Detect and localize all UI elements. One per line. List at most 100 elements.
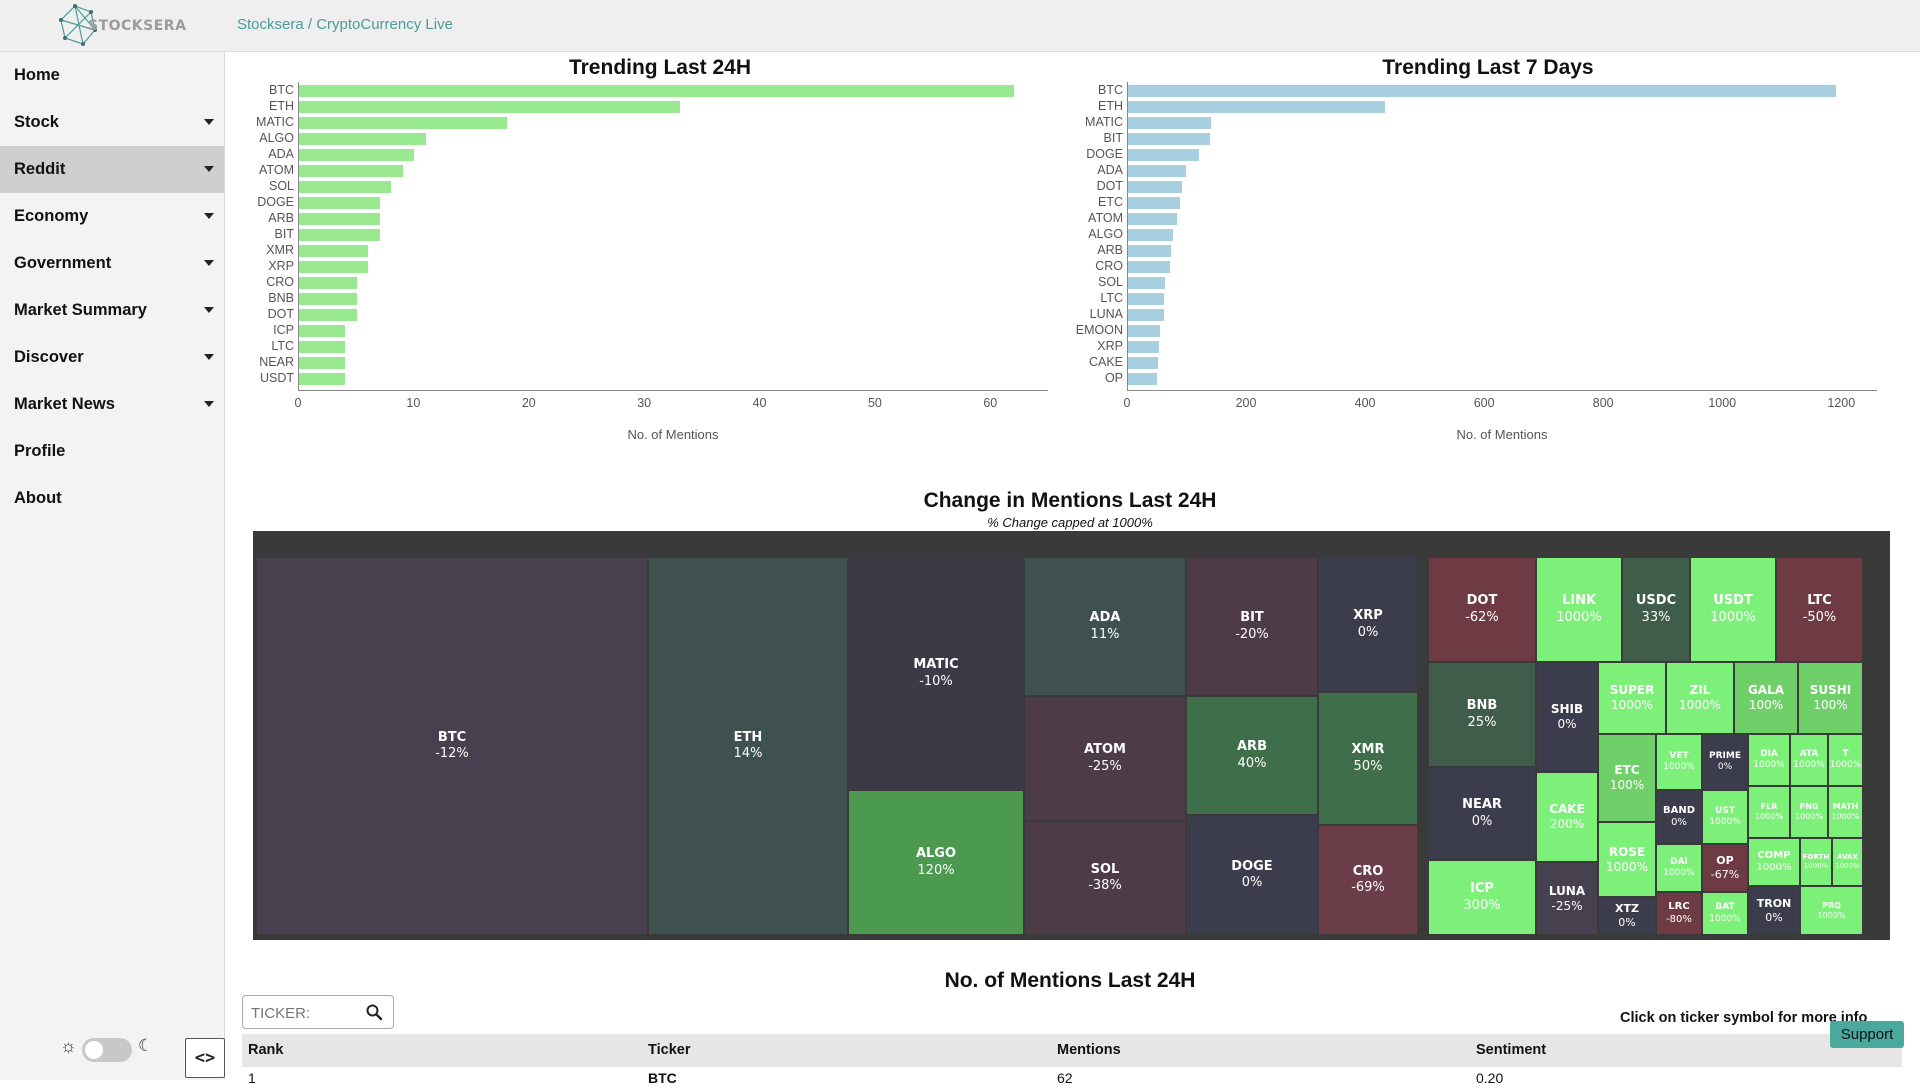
treemap-tile-bnb[interactable]: BNB 25% — [1429, 663, 1535, 766]
bar-doge[interactable] — [299, 197, 380, 209]
treemap-tile-arb[interactable]: ARB 40% — [1187, 697, 1317, 814]
bar-bit[interactable] — [299, 229, 380, 241]
bar-icp[interactable] — [299, 325, 346, 337]
search-icon[interactable] — [365, 1003, 383, 1021]
sidebar-item-reddit[interactable]: Reddit — [0, 146, 224, 193]
bar-btc[interactable] — [299, 85, 1015, 97]
bar-sol[interactable] — [1128, 277, 1165, 289]
treemap-tile-zil[interactable]: ZIL 1000% — [1667, 663, 1733, 733]
treemap-tile-luna[interactable]: LUNA -25% — [1537, 863, 1597, 934]
bar-near[interactable] — [299, 357, 346, 369]
treemap-tile-ada[interactable]: ADA 11% — [1025, 558, 1185, 695]
treemap-tile-atom[interactable]: ATOM -25% — [1025, 697, 1185, 820]
bar-arb[interactable] — [1128, 245, 1171, 257]
bar-atom[interactable] — [299, 165, 403, 177]
theme-toggle[interactable] — [82, 1038, 132, 1062]
bar-op[interactable] — [1128, 373, 1157, 385]
treemap-tile-gala[interactable]: GALA 100% — [1735, 663, 1797, 733]
treemap-tile-bit[interactable]: BIT -20% — [1187, 558, 1317, 695]
treemap-tile-dai[interactable]: DAI 1000% — [1657, 845, 1701, 891]
sidebar-item-economy[interactable]: Economy — [0, 193, 224, 240]
treemap-tile-link[interactable]: LINK 1000% — [1537, 558, 1621, 661]
table-row[interactable]: 1 BTC 62 0.20 — [242, 1070, 1902, 1090]
treemap-tile-ata[interactable]: ATA 1000% — [1791, 735, 1827, 785]
treemap-tile-ust[interactable]: UST 1000% — [1703, 791, 1747, 843]
treemap-tile-super[interactable]: SUPER 1000% — [1599, 663, 1665, 733]
breadcrumb[interactable]: Stocksera / CryptoCurrency Live — [237, 16, 453, 33]
bar-sol[interactable] — [299, 181, 392, 193]
ticker-search-input[interactable] — [251, 1002, 361, 1024]
treemap-tile-tron[interactable]: TRON 0% — [1749, 887, 1799, 934]
bar-dot[interactable] — [299, 309, 357, 321]
treemap-tile-op[interactable]: OP -67% — [1703, 845, 1747, 891]
treemap-tile-prime[interactable]: PRIME 0% — [1703, 735, 1747, 789]
column-header-sentiment[interactable]: Sentiment — [1476, 1042, 1547, 1058]
bar-etc[interactable] — [1128, 197, 1181, 209]
treemap-tile-dot[interactable]: DOT -62% — [1429, 558, 1535, 661]
treemap-tile-png[interactable]: PNG 1000% — [1791, 787, 1827, 837]
treemap-tile-usdc[interactable]: USDC 33% — [1623, 558, 1689, 661]
treemap-tile-cake[interactable]: CAKE 200% — [1537, 773, 1597, 861]
bar-ltc[interactable] — [299, 341, 346, 353]
bar-matic[interactable] — [299, 117, 507, 129]
sidebar-item-market-summary[interactable]: Market Summary — [0, 287, 224, 334]
bar-cro[interactable] — [1128, 261, 1170, 273]
stocksera-logo-icon[interactable] — [55, 2, 175, 50]
bar-algo[interactable] — [299, 133, 426, 145]
treemap-tile-doge[interactable]: DOGE 0% — [1187, 816, 1317, 934]
treemap-tile-band[interactable]: BAND 0% — [1657, 791, 1701, 843]
treemap-tile-btc[interactable]: BTC -12% — [257, 558, 647, 934]
treemap-tile-ltc[interactable]: LTC -50% — [1777, 558, 1862, 661]
bar-ada[interactable] — [299, 149, 415, 161]
bar-xmr[interactable] — [299, 245, 369, 257]
bar-usdt[interactable] — [299, 373, 346, 385]
bar-bit[interactable] — [1128, 133, 1211, 145]
treemap-tile-xtz[interactable]: XTZ 0% — [1599, 898, 1655, 934]
bar-dot[interactable] — [1128, 181, 1182, 193]
bar-atom[interactable] — [1128, 213, 1178, 225]
bar-cake[interactable] — [1128, 357, 1158, 369]
sidebar-item-about[interactable]: About — [0, 475, 224, 522]
column-header-mentions[interactable]: Mentions — [1057, 1042, 1121, 1058]
treemap-tile-etc[interactable]: ETC 100% — [1599, 735, 1655, 821]
treemap-tile-matic[interactable]: MATIC -10% — [849, 558, 1023, 789]
treemap-tile-flr[interactable]: FLR 1000% — [1749, 787, 1789, 837]
sidebar-item-market-news[interactable]: Market News — [0, 381, 224, 428]
column-header-ticker[interactable]: Ticker — [648, 1042, 691, 1058]
treemap-tile-shib[interactable]: SHIB 0% — [1537, 663, 1597, 771]
treemap-tile-near[interactable]: NEAR 0% — [1429, 768, 1535, 859]
treemap-tile-math[interactable]: MATH 1000% — [1829, 787, 1862, 837]
treemap-tile-bat[interactable]: BAT 1000% — [1703, 893, 1747, 934]
treemap-tile-t[interactable]: T 1000% — [1829, 735, 1862, 785]
table-cell[interactable]: BTC — [648, 1070, 677, 1086]
collapse-sidebar-button[interactable]: <> — [185, 1038, 225, 1078]
theme-switch[interactable]: ☼ ☾ — [60, 1036, 160, 1062]
treemap-tile-vet[interactable]: VET 1000% — [1657, 735, 1701, 789]
treemap-tile-prq[interactable]: PRQ 1000% — [1801, 887, 1862, 934]
treemap-tile-sol[interactable]: SOL -38% — [1025, 822, 1185, 934]
sidebar-item-stock[interactable]: Stock — [0, 99, 224, 146]
bar-xrp[interactable] — [299, 261, 369, 273]
sidebar-item-home[interactable]: Home — [0, 52, 224, 99]
bar-cro[interactable] — [299, 277, 357, 289]
bar-matic[interactable] — [1128, 117, 1212, 129]
treemap-tile-xmr[interactable]: XMR 50% — [1319, 693, 1417, 824]
ticker-search[interactable] — [242, 995, 394, 1029]
sidebar-item-discover[interactable]: Discover — [0, 334, 224, 381]
bar-ltc[interactable] — [1128, 293, 1164, 305]
bar-eth[interactable] — [299, 101, 680, 113]
bar-ada[interactable] — [1128, 165, 1187, 177]
sidebar-item-profile[interactable]: Profile — [0, 428, 224, 475]
bar-doge[interactable] — [1128, 149, 1200, 161]
bar-bnb[interactable] — [299, 293, 357, 305]
column-header-rank[interactable]: Rank — [248, 1042, 284, 1058]
sidebar-item-government[interactable]: Government — [0, 240, 224, 287]
bar-luna[interactable] — [1128, 309, 1164, 321]
treemap-tile-cro[interactable]: CRO -69% — [1319, 826, 1417, 934]
treemap-tile-xrp[interactable]: XRP 0% — [1319, 558, 1417, 691]
treemap-tile-comp[interactable]: COMP 1000% — [1749, 839, 1799, 885]
treemap-tile-forth[interactable]: FORTH 1000% — [1801, 839, 1831, 885]
bar-arb[interactable] — [299, 213, 380, 225]
treemap-tile-usdt[interactable]: USDT 1000% — [1691, 558, 1775, 661]
treemap-tile-rose[interactable]: ROSE 1000% — [1599, 823, 1655, 896]
